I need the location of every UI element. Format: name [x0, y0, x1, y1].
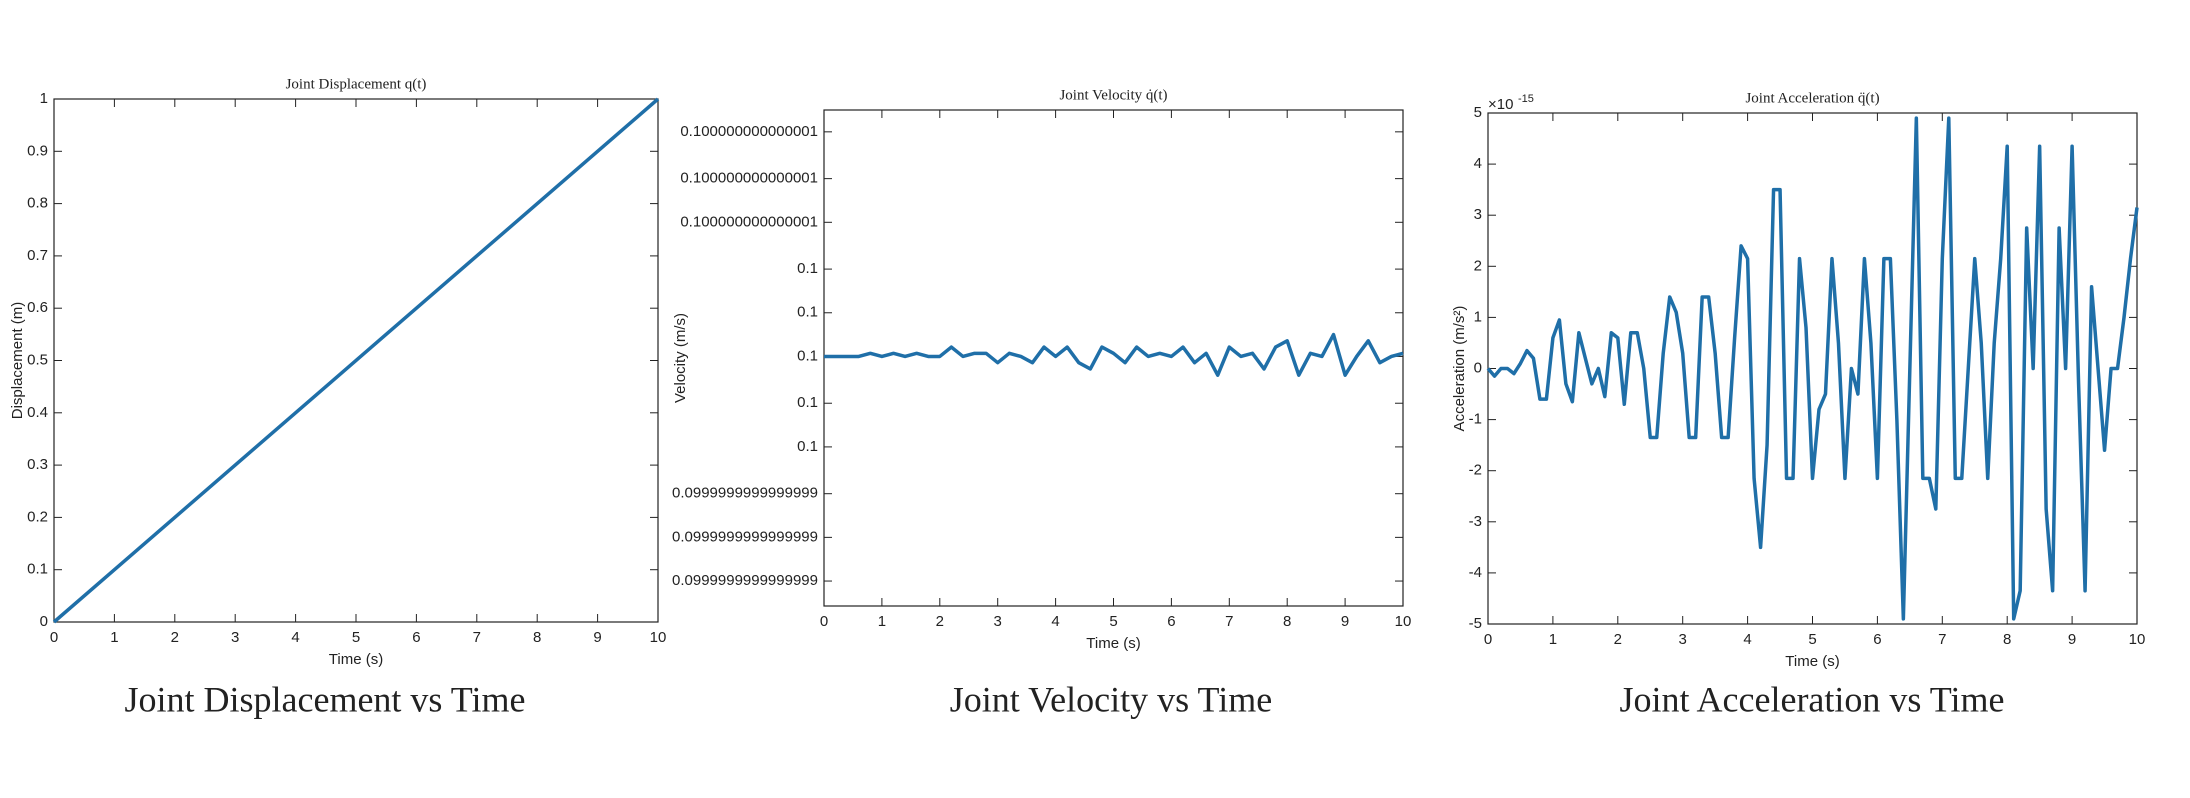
y-tick-label: 5	[1474, 104, 1482, 121]
y-tick-label: 0.1	[27, 561, 48, 578]
y-tick-label: 0.100000000000001	[680, 123, 818, 140]
x-tick-label: 8	[2003, 631, 2011, 648]
x-tick-label: 1	[1549, 631, 1557, 648]
x-tick-label: 7	[1225, 613, 1233, 630]
x-tick-label: 3	[231, 629, 239, 646]
y-tick-label: 0	[1474, 359, 1482, 376]
y-axis-label: Velocity (m/s)	[672, 313, 689, 403]
y-tick-label: 0.100000000000001	[680, 170, 818, 187]
x-tick-label: 7	[1938, 631, 1946, 648]
y-tick-label: 0.1	[797, 260, 818, 277]
y-tick-label: 2	[1474, 257, 1482, 274]
x-tick-label: 6	[1167, 613, 1175, 630]
data-line	[1486, 116, 2139, 621]
x-tick-label: 9	[2068, 631, 2076, 648]
x-tick-label: 0	[1484, 631, 1492, 648]
y-tick-label: -3	[1469, 513, 1482, 530]
y-tick-label: 1	[1474, 308, 1482, 325]
y-tick-label: -5	[1469, 615, 1482, 632]
x-tick-label: 9	[593, 629, 601, 646]
caption: Joint Velocity vs Time	[950, 679, 1272, 719]
x-tick-label: 2	[171, 629, 179, 646]
x-axis-label: Time (s)	[1086, 635, 1140, 652]
y-tick-label: 0.1	[797, 438, 818, 455]
y-tick-label: -2	[1469, 462, 1482, 479]
x-tick-label: 2	[936, 613, 944, 630]
caption: Joint Acceleration vs Time	[1620, 679, 2005, 719]
x-tick-label: 4	[291, 629, 299, 646]
data-line	[824, 332, 1404, 377]
chart-title: Joint Acceleration q̈(t)	[1745, 90, 1879, 106]
y-tick-label: 0	[40, 613, 48, 630]
y-tick-label: 0.0999999999999999	[672, 485, 818, 502]
x-tick-label: 2	[1614, 631, 1622, 648]
x-tick-label: 3	[994, 613, 1002, 630]
x-axis-label: Time (s)	[329, 651, 383, 668]
x-tick-label: 10	[2129, 631, 2146, 648]
x-tick-label: 5	[1109, 613, 1117, 630]
chart-title: Joint Displacement q(t)	[286, 76, 427, 92]
y-tick-label: 0.1	[797, 304, 818, 321]
y-tick-label: 4	[1474, 155, 1482, 172]
x-tick-label: 7	[473, 629, 481, 646]
y-tick-label: 0.0999999999999999	[672, 528, 818, 545]
y-tick-label: 0.6	[27, 299, 48, 316]
y-tick-label: -1	[1469, 411, 1482, 428]
y-axis-label: Acceleration (m/s²)	[1451, 306, 1468, 432]
x-tick-label: 10	[1395, 613, 1412, 630]
y-tick-label: 0.9	[27, 142, 48, 159]
x-tick-label: 8	[533, 629, 541, 646]
y-tick-label: 3	[1474, 206, 1482, 223]
y-tick-label: -4	[1469, 564, 1482, 581]
chart-title: Joint Velocity q̇(t)	[1059, 87, 1167, 103]
y-axis-label: Displacement (m)	[9, 302, 26, 420]
x-tick-label: 9	[1341, 613, 1349, 630]
y-tick-label: 0.7	[27, 247, 48, 264]
y-multiplier: ×10	[1488, 96, 1513, 113]
y-tick-label: 0.0999999999999999	[672, 572, 818, 589]
y-tick-label: 0.2	[27, 508, 48, 525]
x-tick-label: 6	[412, 629, 420, 646]
y-tick-label: 0.4	[27, 404, 48, 421]
y-tick-label: 0.100000000000001	[680, 213, 818, 230]
x-axis-label: Time (s)	[1785, 653, 1839, 670]
x-tick-label: 1	[878, 613, 886, 630]
x-tick-label: 0	[820, 613, 828, 630]
y-tick-label: 0.1	[797, 347, 818, 364]
x-tick-label: 3	[1679, 631, 1687, 648]
x-tick-label: 8	[1283, 613, 1291, 630]
y-multiplier-exponent: -15	[1518, 93, 1534, 105]
x-tick-label: 5	[352, 629, 360, 646]
x-tick-label: 4	[1743, 631, 1751, 648]
x-tick-label: 5	[1808, 631, 1816, 648]
axes-box	[1487, 112, 2138, 625]
axes-box	[823, 109, 1404, 607]
x-tick-label: 4	[1051, 613, 1059, 630]
x-tick-label: 0	[50, 629, 58, 646]
y-tick-label: 0.5	[27, 351, 48, 368]
data-line	[52, 97, 660, 624]
y-tick-label: 0.3	[27, 456, 48, 473]
y-tick-label: 0.8	[27, 195, 48, 212]
caption: Joint Displacement vs Time	[124, 679, 525, 719]
x-tick-label: 1	[110, 629, 118, 646]
y-tick-label: 0.1	[797, 394, 818, 411]
x-tick-label: 10	[650, 629, 667, 646]
y-tick-label: 1	[40, 90, 48, 107]
x-tick-label: 6	[1873, 631, 1881, 648]
